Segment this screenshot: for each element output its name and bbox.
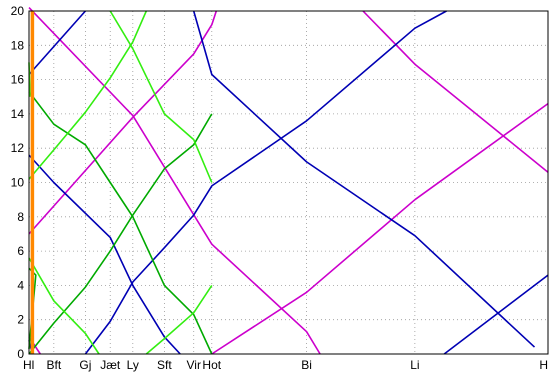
- y-tick-label: 6: [17, 244, 24, 258]
- y-tick-label: 12: [11, 141, 25, 155]
- x-tick-labels: Hl Bft Gj Jæt Ly Sft Vir Hot Bi Li H: [23, 358, 548, 372]
- y-tick-label: 14: [11, 107, 25, 121]
- train-line-magenta: [211, 102, 549, 355]
- train-line-magenta: [28, 116, 134, 235]
- x-tick-label: Bft: [46, 358, 61, 372]
- train-line-magenta: [362, 10, 549, 173]
- x-tick-label: H: [539, 358, 548, 372]
- x-tick-label: Vir: [186, 358, 200, 372]
- train-line-magenta: [28, 7, 321, 355]
- x-tick-label: Li: [410, 358, 419, 372]
- x-tick-label: Jæt: [100, 358, 121, 372]
- train-line-lightgreen: [28, 257, 100, 355]
- x-tick-label: Hot: [202, 358, 221, 372]
- y-tick-label: 20: [11, 4, 25, 18]
- y-tick-label: 8: [17, 210, 24, 224]
- x-tick-label: Gj: [79, 358, 91, 372]
- train-line-magenta: [132, 10, 218, 118]
- train-line-lightgreen: [28, 10, 148, 180]
- train-line-lightgreen: [109, 10, 213, 183]
- y-tick-label: 4: [17, 278, 24, 292]
- x-tick-label: Ly: [127, 358, 139, 372]
- y-tick-label: 16: [11, 73, 25, 87]
- train-line-lightgreen: [145, 284, 213, 355]
- y-tick-label: 18: [11, 38, 25, 52]
- x-tick-label: Hl: [23, 358, 34, 372]
- y-tick-labels: 0 2 4 6 8 10 12 14 16 18 20: [11, 4, 25, 361]
- grid: [28, 10, 549, 355]
- plot-frame: [28, 10, 549, 355]
- train-line-blue: [28, 154, 181, 355]
- y-tick-label: 2: [17, 313, 24, 327]
- train-line-green: [28, 91, 213, 355]
- train-line-blue: [28, 10, 86, 76]
- train-line-blue: [443, 274, 549, 355]
- x-tick-label: Sft: [157, 358, 172, 372]
- y-tick-label: 10: [11, 176, 25, 190]
- train-line-blue: [84, 10, 447, 355]
- series-layer: [28, 7, 549, 355]
- x-tick-label: Bi: [301, 358, 312, 372]
- train-line-green: [28, 113, 213, 355]
- train-line-blue: [192, 10, 536, 348]
- y-tick-label: 0: [17, 347, 24, 361]
